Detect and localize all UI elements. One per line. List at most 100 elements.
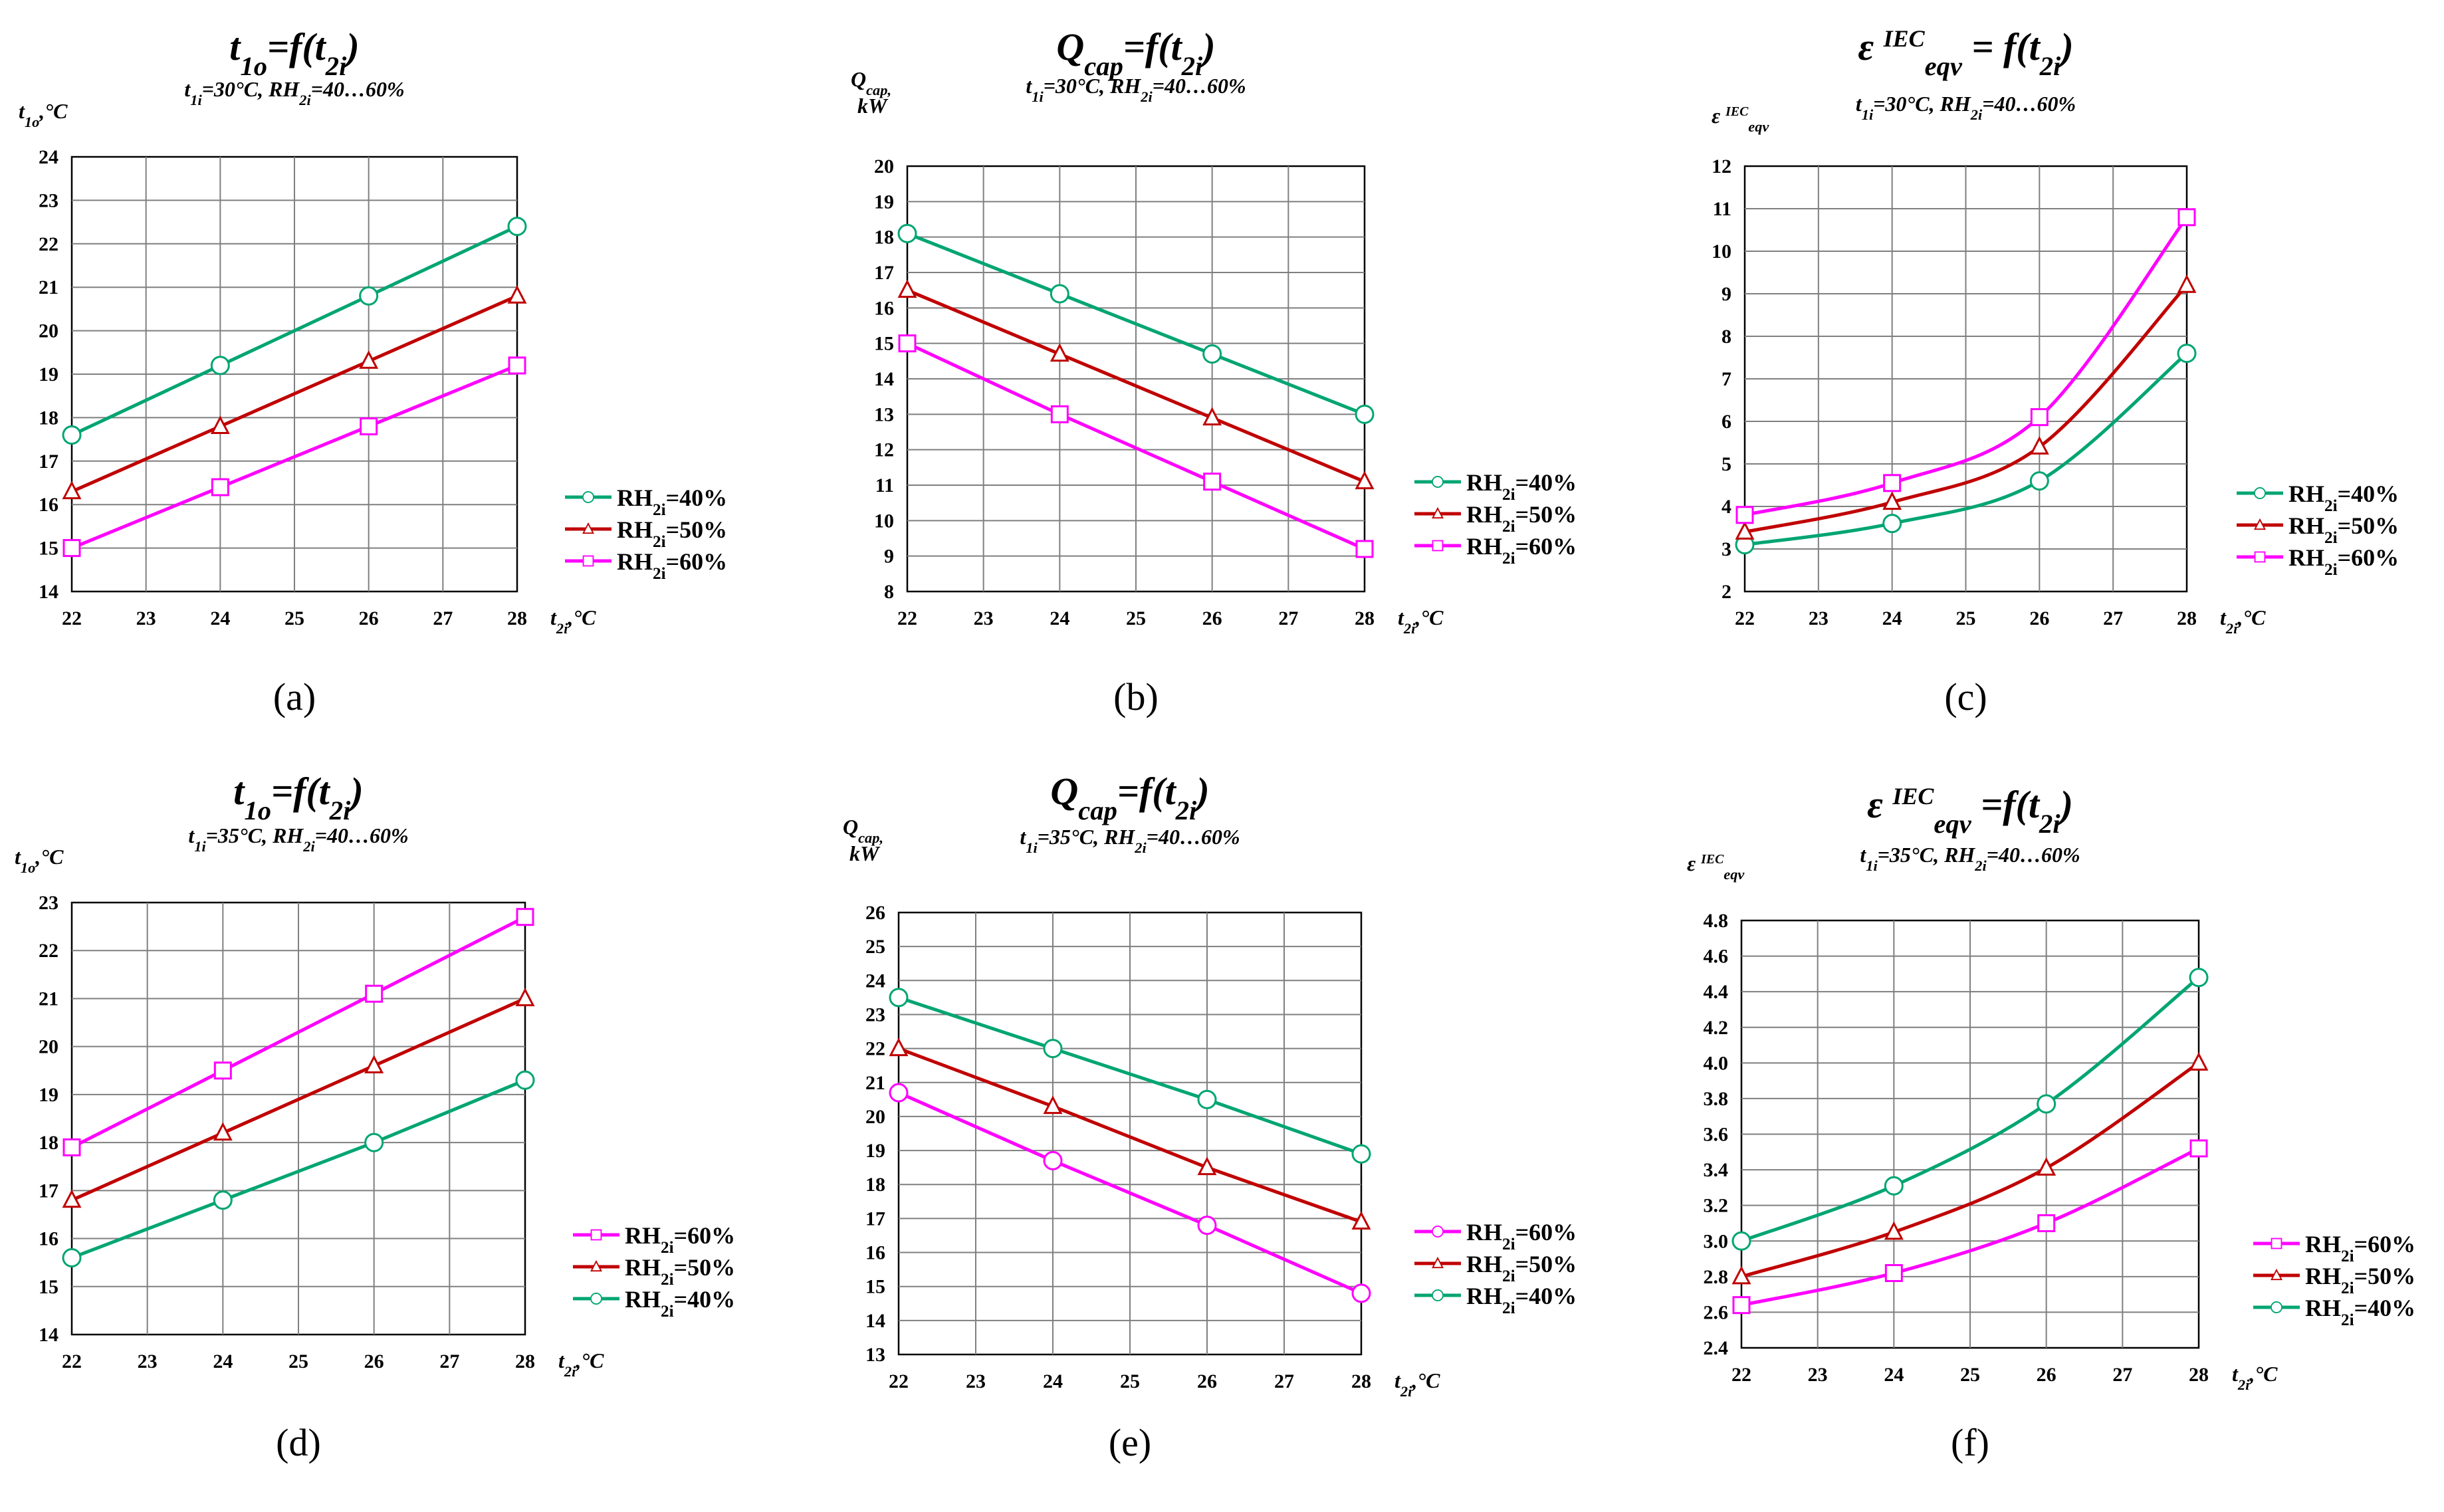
y-axis-label: ε IECeqv <box>1687 851 1745 883</box>
data-point <box>365 984 384 1003</box>
legend-label: RH2i=50% <box>1466 1251 1577 1285</box>
y-tick-label: 18 <box>865 1174 885 1196</box>
legend-label: RH2i=50% <box>1466 501 1577 536</box>
data-point <box>1731 1265 1751 1285</box>
x-axis-label: t2i,°C <box>1394 1368 1440 1400</box>
series-line <box>70 915 526 1149</box>
data-point <box>62 481 82 500</box>
data-point <box>1883 474 1902 492</box>
x-tick-label: 22 <box>62 607 82 629</box>
y-tick-label: 4.6 <box>1704 946 1729 968</box>
data-point <box>62 1189 82 1208</box>
y-tick-label: 22 <box>39 233 58 255</box>
data-point <box>359 350 379 369</box>
y-tick-label: 4.8 <box>1704 910 1729 932</box>
data-point <box>516 908 534 926</box>
data-point <box>210 415 230 434</box>
legend-label: RH2i=40% <box>2305 1295 2415 1329</box>
y-tick-label: 3 <box>1722 538 1731 560</box>
series-line <box>898 1047 1362 1224</box>
legend-marker <box>2271 1238 2282 1249</box>
panel-caption: (a) <box>273 675 316 718</box>
y-axis-label: Qcap, <box>851 67 891 98</box>
y-tick-label: 16 <box>874 297 894 319</box>
chart-title: Qcap=f(t2i) <box>1050 770 1209 825</box>
y-tick-label: 19 <box>39 1084 58 1106</box>
data-point <box>1884 1263 1903 1282</box>
legend-label: RH2i=40% <box>2288 481 2399 515</box>
x-tick-label: 24 <box>213 1350 233 1372</box>
x-tick-label: 28 <box>1355 607 1375 629</box>
data-point <box>508 356 526 375</box>
y-tick-label: 3.8 <box>1704 1088 1729 1110</box>
x-tick-label: 27 <box>2103 607 2123 629</box>
data-point <box>1197 1089 1217 1109</box>
y-axis-unit: kW <box>857 94 889 118</box>
chart-title: ε IECeqv =f(t2i) <box>1867 783 2073 839</box>
y-tick-label: 3.0 <box>1704 1230 1729 1252</box>
y-tick-label: 12 <box>874 439 894 461</box>
series-line <box>907 288 1365 483</box>
legend-marker <box>2271 1301 2282 1313</box>
x-tick-label: 27 <box>1274 1370 1294 1392</box>
series-line <box>1744 216 2189 517</box>
chart-title: Qcap=f(t2i) <box>1056 25 1215 81</box>
data-point <box>1882 514 1902 534</box>
data-point <box>515 988 535 1006</box>
legend-marker <box>582 491 594 503</box>
data-point <box>2037 1214 2056 1232</box>
series-line <box>70 997 526 1202</box>
data-point <box>889 988 909 1008</box>
x-tick-label: 26 <box>1197 1370 1217 1392</box>
y-tick-label: 15 <box>39 1276 58 1298</box>
y-tick-label: 14 <box>39 1324 58 1346</box>
legend-label: RH2i=40% <box>625 1286 735 1321</box>
x-tick-label: 28 <box>2177 607 2197 629</box>
x-axis-label: t2i,°C <box>2232 1362 2278 1393</box>
data-point <box>364 1133 384 1152</box>
x-tick-label: 24 <box>210 607 230 629</box>
chart-panel-b: 22 23 24 25 26 27 28 8 9 10 11 12 13 14 15 16 17 18 19 20 Qc… <box>851 25 1577 718</box>
legend-label: RH2i=40% <box>1466 469 1577 504</box>
y-tick-label: 14 <box>865 1310 885 1332</box>
data-point <box>2189 1052 2209 1071</box>
y-tick-label: 7 <box>1722 368 1731 390</box>
x-tick-label: 28 <box>2189 1364 2209 1386</box>
panel-caption: (d) <box>276 1421 321 1464</box>
data-point <box>2030 408 2049 427</box>
legend-marker <box>2254 487 2266 499</box>
series-line <box>1741 976 2200 1243</box>
data-point <box>1050 405 1069 423</box>
data-point <box>1351 1283 1371 1303</box>
y-tick-label: 23 <box>39 189 58 211</box>
x-tick-label: 24 <box>1050 607 1069 629</box>
data-point <box>507 285 527 304</box>
x-tick-label: 24 <box>1884 1364 1904 1386</box>
y-tick-label: 3.4 <box>1704 1159 1729 1181</box>
data-point <box>364 1055 384 1074</box>
x-tick-label: 25 <box>288 1350 308 1372</box>
y-tick-label: 21 <box>39 988 58 1010</box>
x-axis-label: t2i,°C <box>558 1349 604 1380</box>
data-point <box>1043 1039 1063 1059</box>
y-tick-label: 10 <box>1712 241 1731 263</box>
y-tick-label: 17 <box>39 1180 58 1202</box>
legend-label: RH2i=50% <box>2305 1263 2415 1297</box>
legend-marker <box>590 1229 602 1241</box>
y-tick-label: 9 <box>1722 283 1731 305</box>
y-tick-label: 22 <box>865 1038 885 1060</box>
chart-title: ε IECeqv = f(t2i) <box>1858 25 2073 81</box>
series-line <box>70 225 518 437</box>
data-point <box>1043 1150 1063 1170</box>
y-tick-label: 20 <box>39 320 58 342</box>
panel-caption: (e) <box>1109 1421 1151 1464</box>
y-tick-label: 2.4 <box>1704 1337 1729 1359</box>
data-point <box>62 1138 81 1156</box>
data-point <box>213 1061 232 1080</box>
x-tick-label: 23 <box>966 1370 986 1392</box>
y-tick-label: 13 <box>865 1344 885 1366</box>
legend-marker <box>1432 1256 1444 1269</box>
y-tick-label: 3.2 <box>1704 1195 1729 1217</box>
series-line <box>1744 284 2188 534</box>
chart-subtitle: t1i=35°C, RH2i=40…60% <box>188 823 408 855</box>
